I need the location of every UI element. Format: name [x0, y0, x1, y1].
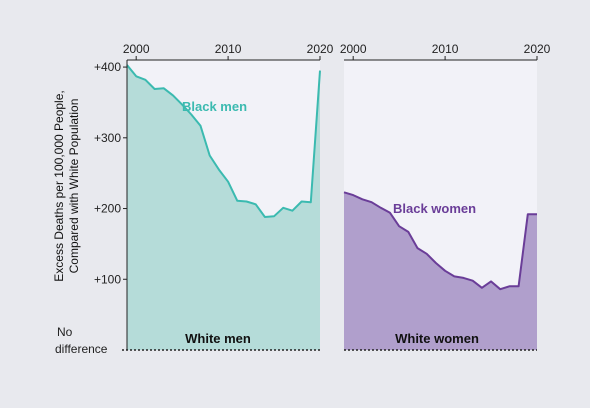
x-tick-label-2020: 2020 [524, 42, 551, 56]
y-tick-label-300: +300 [94, 131, 121, 145]
y-zero-label-line1: No [57, 325, 73, 339]
x-tick-label-2010: 2010 [432, 42, 459, 56]
panel-men: 2000 2010 2020 Black men White men [122, 42, 334, 351]
y-tick-label-200: +200 [94, 202, 121, 216]
series-area-women [344, 192, 537, 350]
x-tick-label-2000: 2000 [123, 42, 150, 56]
y-axis-label-line2: Compared with White Population [67, 99, 81, 274]
x-tick-label-2000: 2000 [340, 42, 367, 56]
y-tick-label-100: +100 [94, 272, 121, 286]
y-tick-label-400: +400 [94, 60, 121, 74]
x-tick-label-2020: 2020 [307, 42, 334, 56]
baseline-label-women: White women [395, 331, 479, 346]
panel-women: 2000 2010 2020 Black women White women [340, 42, 551, 351]
baseline-label-men: White men [185, 331, 251, 346]
x-tick-label-2010: 2010 [215, 42, 242, 56]
series-area-men [127, 65, 320, 350]
y-axis-label-line1: Excess Deaths per 100,000 People, [52, 90, 66, 281]
series-label-women: Black women [393, 201, 476, 216]
y-zero-label-line2: difference [55, 342, 108, 356]
y-tick-labels: +400 +300 +200 +100 [94, 60, 121, 286]
series-line-women [343, 191, 537, 291]
series-line-men [126, 64, 321, 218]
series-label-men: Black men [182, 99, 247, 114]
